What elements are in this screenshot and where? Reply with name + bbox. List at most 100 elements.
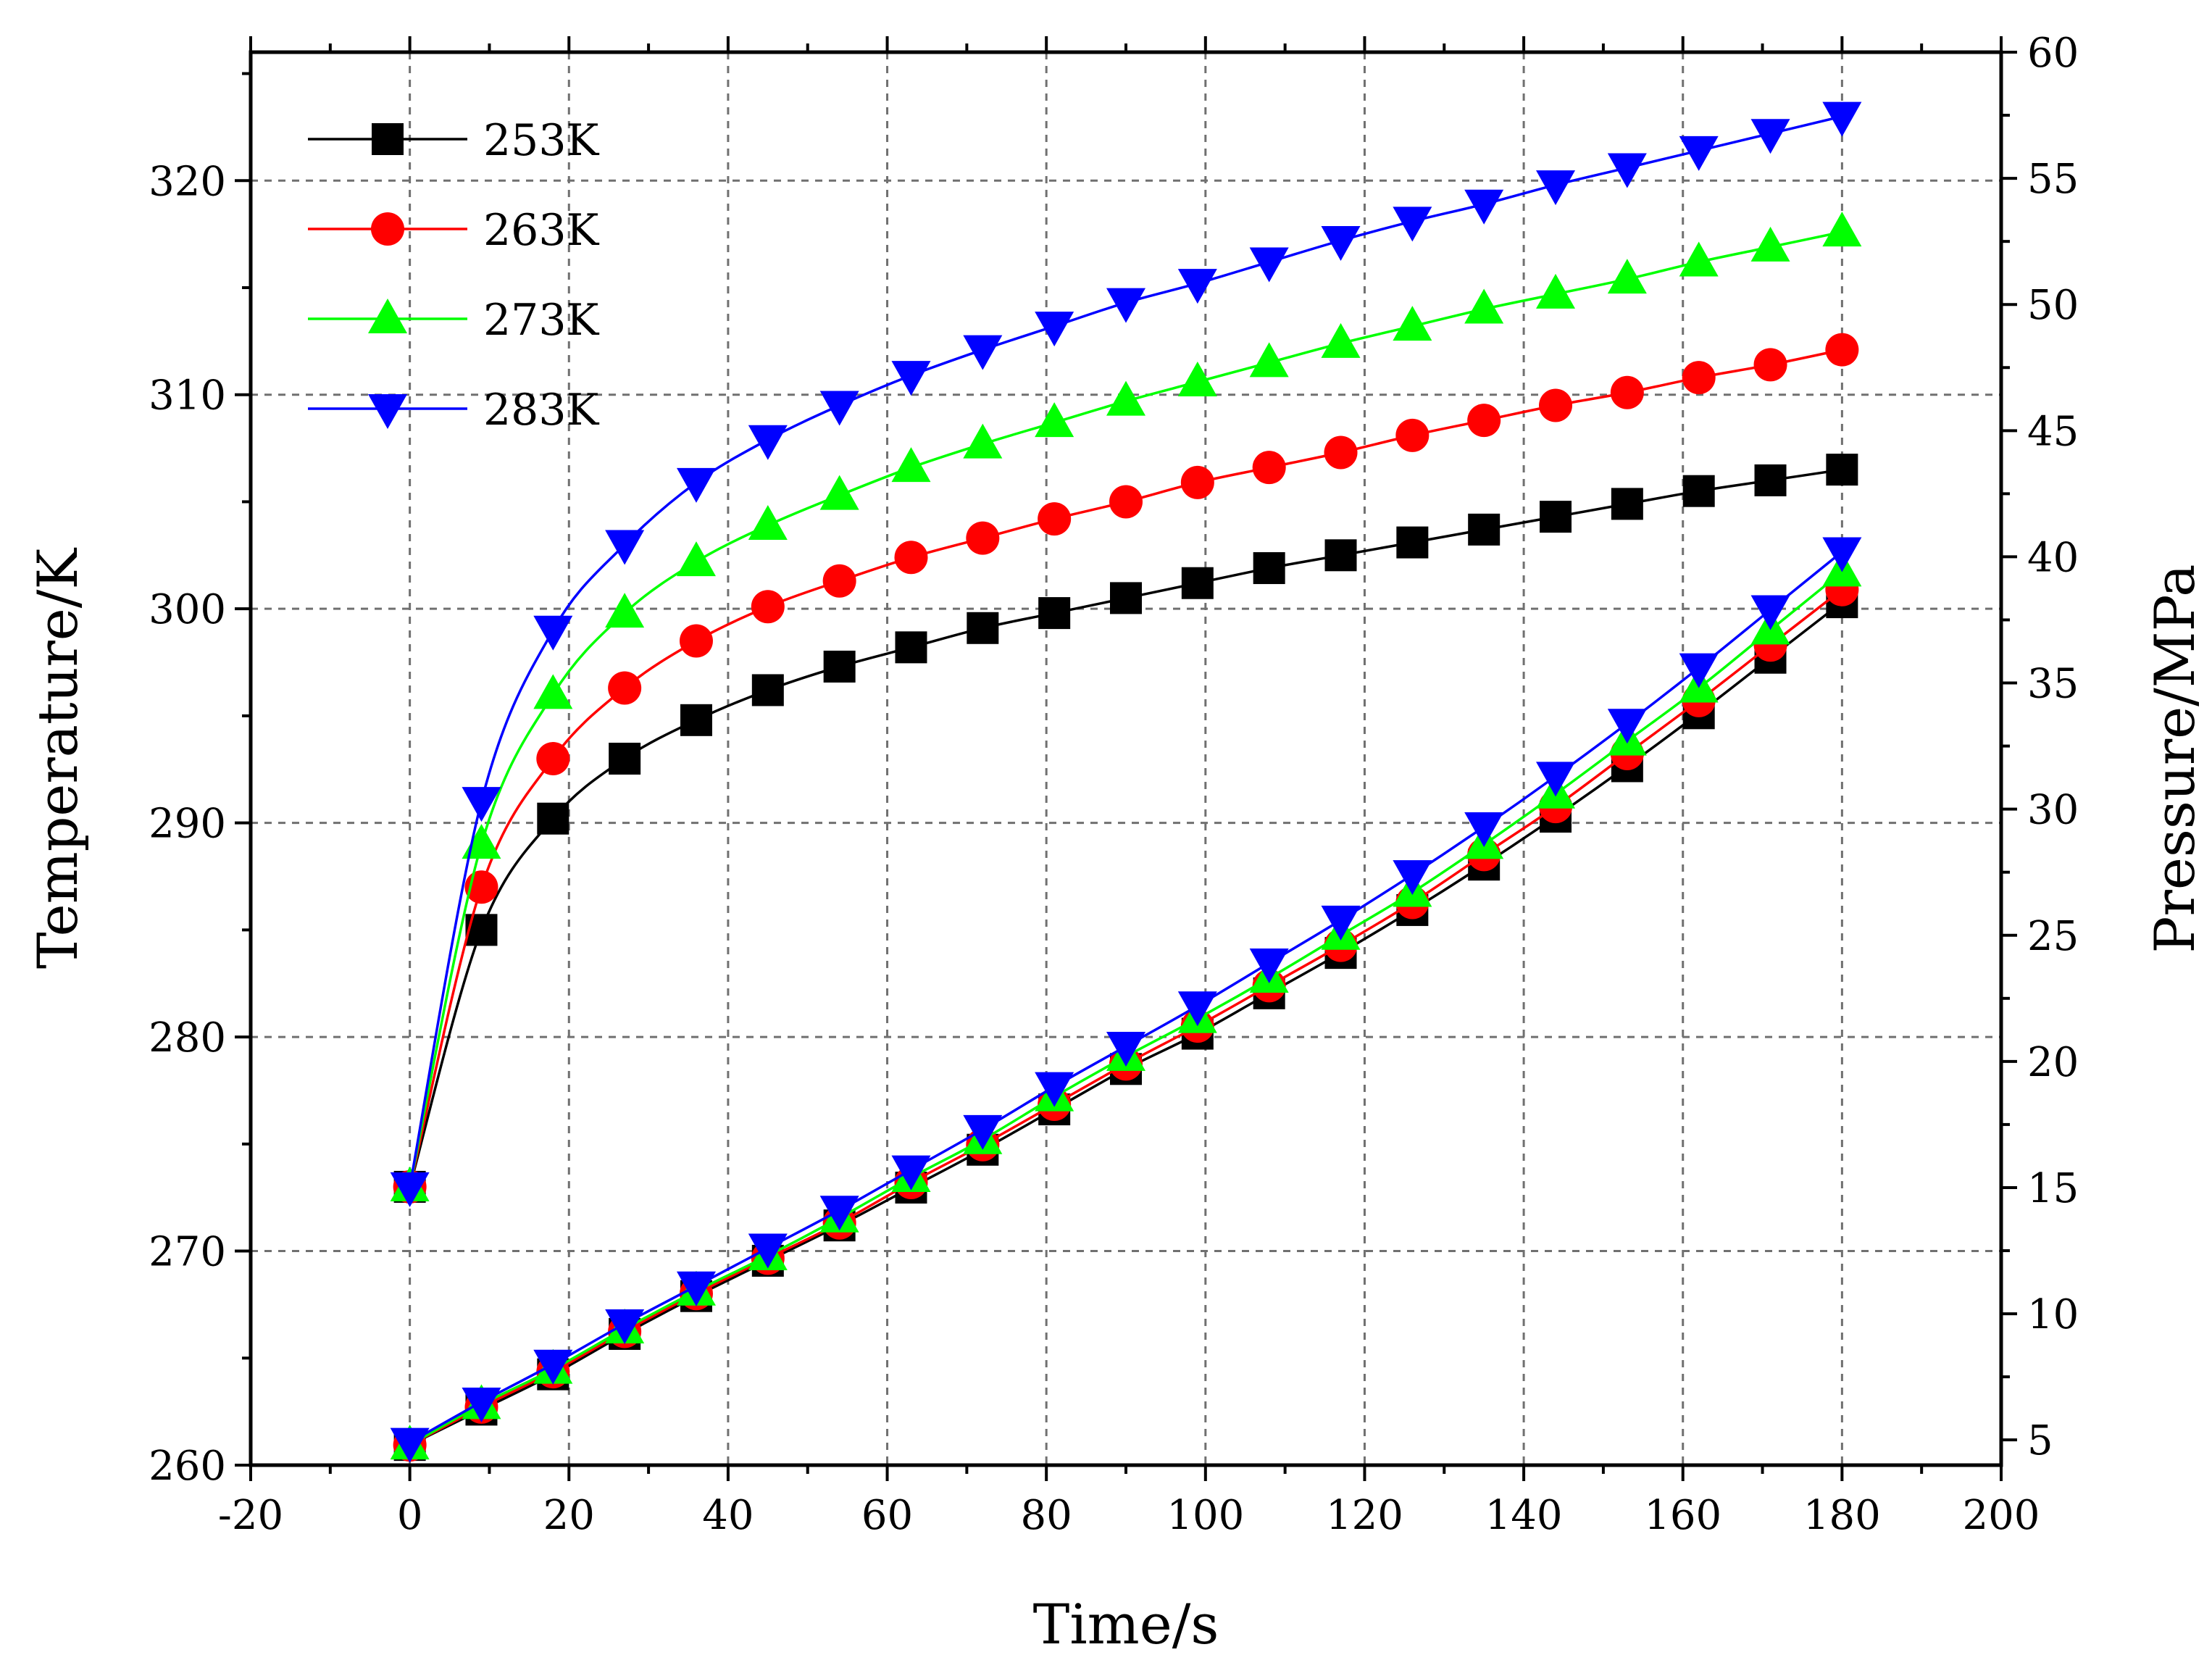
temperature-point-263K — [751, 590, 785, 624]
temperature-point-263K — [1539, 388, 1573, 422]
pressure-point-283K — [819, 1196, 859, 1231]
temperature-point-283K — [676, 467, 716, 503]
legend-item-273K: 273K — [308, 295, 600, 346]
temperature-point-283K — [1607, 153, 1647, 188]
y2-tick-label: 40 — [2027, 534, 2079, 581]
legend: 253K 263K 273K 283K — [308, 115, 600, 435]
x-tick-label: 40 — [702, 1492, 754, 1539]
temperature-point-253K — [1181, 567, 1214, 599]
temperature-point-263K — [1825, 333, 1859, 367]
pressure-point-283K — [676, 1271, 716, 1306]
temperature-point-253K — [967, 612, 999, 644]
temperature-point-283K — [1679, 136, 1719, 171]
temperature-point-253K — [1038, 597, 1071, 630]
temperature-point-273K — [462, 824, 501, 859]
legend-item-253K: 253K — [308, 115, 600, 166]
y2-tick-label: 5 — [2027, 1417, 2053, 1464]
temperature-point-283K — [1249, 247, 1289, 283]
temperature-point-263K — [1038, 502, 1072, 536]
temperature-point-253K — [1253, 552, 1285, 585]
temperature-point-283K — [963, 335, 1003, 370]
x-tick-label: 100 — [1166, 1492, 1244, 1539]
temperature-point-253K — [1540, 501, 1572, 533]
y2-tick-label: 25 — [2027, 913, 2079, 960]
temperature-point-273K — [676, 541, 716, 577]
temperature-point-253K — [895, 631, 927, 664]
pressure-point-283K — [1321, 905, 1361, 941]
y2-tick-label: 15 — [2027, 1165, 2079, 1212]
temperature-point-283K — [1750, 119, 1790, 154]
temperature-point-273K — [1536, 273, 1576, 309]
temperature-point-263K — [679, 624, 713, 658]
temperature-point-253K — [609, 743, 641, 775]
temperature-point-263K — [1180, 465, 1214, 499]
temperature-point-263K — [1682, 361, 1716, 395]
temperature-point-283K — [1464, 189, 1504, 225]
pressure-point-283K — [1177, 991, 1217, 1027]
temperature-point-253K — [1682, 475, 1715, 507]
legend-label: 273K — [483, 295, 600, 346]
pressure-point-283K — [605, 1309, 645, 1344]
y2-axis-title: Pressure/MPa — [2142, 564, 2207, 953]
temperature-point-283K — [605, 530, 645, 565]
temperature-line-253K — [408, 468, 1842, 1188]
temperature-point-283K — [748, 425, 788, 460]
temperature-point-273K — [1750, 226, 1790, 262]
temperature-point-253K — [465, 914, 498, 946]
temperature-point-253K — [537, 802, 569, 835]
temperature-point-273K — [1464, 288, 1504, 324]
temperature-point-273K — [819, 475, 859, 510]
legend-marker — [368, 299, 407, 333]
x-tick-label: -20 — [218, 1492, 283, 1539]
pressure-point-283K — [748, 1233, 788, 1269]
legend-label: 263K — [483, 205, 600, 256]
x-tick-label: 80 — [1021, 1492, 1072, 1539]
temperature-point-273K — [1679, 241, 1719, 277]
temperature-point-253K — [751, 674, 784, 706]
x-tick-label: 160 — [1644, 1492, 1721, 1539]
temperature-point-273K — [963, 423, 1003, 459]
legend-label: 283K — [483, 385, 600, 435]
y-tick-label: 270 — [149, 1229, 226, 1276]
temperature-point-273K — [891, 447, 931, 483]
temperature-point-253K — [823, 650, 856, 683]
legend-item-263K: 263K — [308, 205, 600, 256]
pressure-point-283K — [1750, 595, 1790, 630]
y-tick-label: 300 — [149, 586, 226, 633]
temperature-point-263K — [1610, 375, 1644, 409]
temperature-point-283K — [1106, 288, 1145, 323]
y-axis-title: Temperature/K — [25, 548, 90, 970]
legend-item-283K: 283K — [308, 385, 600, 435]
y2-tick-label: 35 — [2027, 661, 2079, 708]
series-283K — [390, 101, 1862, 1463]
pressure-point-283K — [963, 1114, 1003, 1150]
temperature-point-263K — [1753, 348, 1787, 382]
tick-labels: -20 0 20 40 60 80 100 120 140 160 180 200 260 270 280 2… — [149, 30, 2079, 1539]
x-tick-label: 140 — [1485, 1492, 1563, 1539]
y2-tick-label: 10 — [2027, 1291, 2079, 1338]
x-tick-label: 20 — [543, 1492, 595, 1539]
temperature-point-283K — [891, 361, 931, 396]
temperature-point-283K — [1321, 226, 1361, 261]
temperature-point-253K — [1324, 539, 1357, 572]
temperature-line-273K — [408, 230, 1842, 1188]
y-tick-label: 290 — [149, 801, 226, 848]
temperature-point-273K — [1822, 212, 1862, 247]
y2-tick-label: 30 — [2027, 787, 2079, 834]
series-layer — [390, 101, 1862, 1463]
temperature-point-283K — [1177, 269, 1217, 304]
temperature-point-273K — [1177, 362, 1217, 396]
temperature-point-253K — [1110, 582, 1142, 614]
temperature-point-263K — [608, 671, 642, 705]
pressure-point-283K — [390, 1427, 430, 1463]
temperature-point-253K — [680, 704, 712, 736]
temperature-point-263K — [1109, 485, 1143, 519]
y-tick-label: 310 — [149, 372, 226, 420]
temperature-point-283K — [1393, 207, 1432, 242]
x-tick-label: 180 — [1803, 1492, 1881, 1539]
pressure-point-283K — [1536, 762, 1576, 797]
temperature-point-263K — [894, 541, 928, 575]
temperature-point-273K — [1607, 259, 1647, 294]
temperature-line-263K — [408, 348, 1842, 1188]
